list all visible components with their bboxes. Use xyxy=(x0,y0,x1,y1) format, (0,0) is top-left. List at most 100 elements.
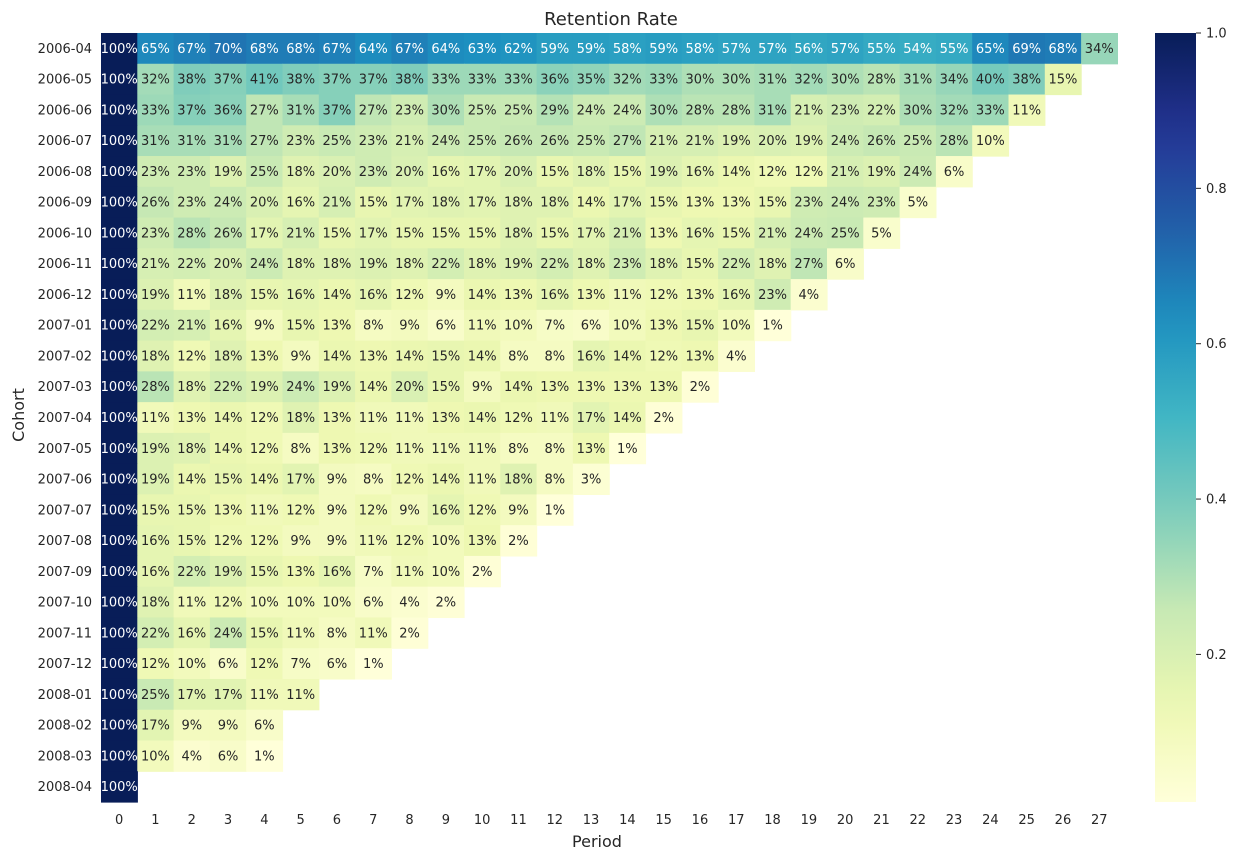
cell-value-label: 21% xyxy=(141,257,170,272)
cell-value-label: 15% xyxy=(649,196,678,211)
heatmap-cell xyxy=(500,94,538,126)
cell-value-label: 16% xyxy=(286,196,315,211)
heatmap-cell xyxy=(464,186,501,219)
cell-value-label: 55% xyxy=(940,42,969,57)
y-tick-label: 2007-06 xyxy=(38,473,92,488)
heatmap-cell xyxy=(318,33,356,65)
heatmap-cell xyxy=(536,217,574,249)
cell-value-label: 10% xyxy=(976,134,1005,149)
x-axis-ticks: 0 1 2 3 4 5 6 7 8 9 10 11 12 13 14 15 16 17 18 19 20 21 22 23 24… xyxy=(115,813,1108,828)
cell-value-label: 64% xyxy=(431,42,460,57)
heatmap-cell xyxy=(1044,63,1082,96)
heatmap-cell xyxy=(427,63,465,96)
y-tick-label: 2008-01 xyxy=(38,688,92,703)
cell-value-label: 6% xyxy=(436,319,457,334)
heatmap-cell xyxy=(827,217,864,249)
cell-value-label: 6% xyxy=(363,596,384,611)
heatmap-cell xyxy=(101,402,138,434)
cell-value-label: 100% xyxy=(101,565,138,580)
heatmap-cell xyxy=(173,340,211,372)
heatmap-cell xyxy=(572,156,610,188)
heatmap-cell xyxy=(718,248,755,280)
cell-value-label: 23% xyxy=(141,165,170,180)
cell-value-label: 18% xyxy=(577,165,606,180)
heatmap-cell xyxy=(173,586,211,619)
cell-value-label: 12% xyxy=(758,165,787,180)
heatmap-cell xyxy=(391,94,429,126)
x-axis-label: Period xyxy=(572,832,622,851)
cell-value-label: 23% xyxy=(758,288,787,303)
cell-value-label: 23% xyxy=(359,165,388,180)
cell-value-label: 12% xyxy=(359,442,388,457)
heatmap-cell xyxy=(464,63,501,96)
colorbar-tick-label: 0.2 xyxy=(1206,648,1227,663)
x-tick-label: 22 xyxy=(909,813,926,828)
heatmap-cell xyxy=(318,186,356,219)
heatmap-cell xyxy=(427,248,465,280)
heatmap-cell xyxy=(790,63,828,96)
cell-value-label: 25% xyxy=(831,226,860,241)
cell-value-label: 17% xyxy=(250,226,279,241)
y-tick-label: 2007-03 xyxy=(38,380,92,395)
heatmap-cell xyxy=(246,186,284,219)
heatmap-cell xyxy=(609,217,647,249)
heatmap-cell xyxy=(137,371,175,403)
cell-value-label: 18% xyxy=(504,473,533,488)
heatmap-cell xyxy=(754,156,792,188)
heatmap-cell xyxy=(863,186,901,219)
heatmap-cell xyxy=(427,494,465,526)
cell-value-label: 10% xyxy=(722,319,751,334)
cell-value-label: 25% xyxy=(468,134,497,149)
cell-value-label: 13% xyxy=(286,565,315,580)
heatmap-cell xyxy=(790,186,828,219)
colorbar-tick-label: 0.4 xyxy=(1206,493,1227,508)
cell-value-label: 19% xyxy=(359,257,388,272)
x-tick-label: 24 xyxy=(982,813,999,828)
cell-value-label: 13% xyxy=(722,196,751,211)
cell-value-label: 14% xyxy=(468,411,497,426)
cell-value-label: 22% xyxy=(141,626,170,641)
heatmap-cell xyxy=(355,279,392,311)
cell-value-label: 13% xyxy=(322,319,351,334)
cell-value-label: 17% xyxy=(359,226,388,241)
heatmap-cell xyxy=(391,463,429,495)
heatmap-cell xyxy=(246,156,284,188)
heatmap-cell xyxy=(391,340,429,372)
cell-value-label: 18% xyxy=(322,257,351,272)
cell-value-label: 18% xyxy=(431,196,460,211)
cell-value-label: 13% xyxy=(649,380,678,395)
heatmap-cell xyxy=(572,125,610,157)
cell-value-label: 100% xyxy=(101,780,138,795)
heatmap-cell xyxy=(427,279,465,311)
cell-value-label: 20% xyxy=(214,257,243,272)
heatmap-cell xyxy=(173,617,211,649)
heatmap-cell xyxy=(101,125,138,157)
cell-value-label: 21% xyxy=(177,319,206,334)
cell-value-label: 10% xyxy=(613,319,642,334)
cell-value-label: 58% xyxy=(685,42,714,57)
cell-value-label: 31% xyxy=(177,134,206,149)
x-tick-label: 11 xyxy=(510,813,527,828)
heatmap-cell xyxy=(137,525,175,557)
cell-value-label: 10% xyxy=(286,596,315,611)
cell-value-label: 37% xyxy=(322,73,351,88)
heatmap-cell xyxy=(391,217,429,249)
x-tick-label: 20 xyxy=(837,813,854,828)
heatmap-cell xyxy=(464,525,501,557)
heatmap-cell xyxy=(464,94,501,126)
cell-value-label: 11% xyxy=(468,442,497,457)
heatmap-cell xyxy=(391,33,429,65)
heatmap-cell xyxy=(681,279,719,311)
y-tick-label: 2006-06 xyxy=(38,103,92,118)
heatmap-cell xyxy=(827,125,864,157)
cell-value-label: 16% xyxy=(722,288,751,303)
heatmap-cell xyxy=(173,463,211,495)
cell-value-label: 19% xyxy=(867,165,896,180)
cell-value-label: 7% xyxy=(290,657,311,672)
cell-value-label: 31% xyxy=(141,134,170,149)
cell-value-label: 21% xyxy=(322,196,351,211)
cell-value-label: 25% xyxy=(141,688,170,703)
heatmap-cell xyxy=(137,125,175,157)
cell-value-label: 14% xyxy=(177,473,206,488)
heatmap-cell xyxy=(754,33,792,65)
